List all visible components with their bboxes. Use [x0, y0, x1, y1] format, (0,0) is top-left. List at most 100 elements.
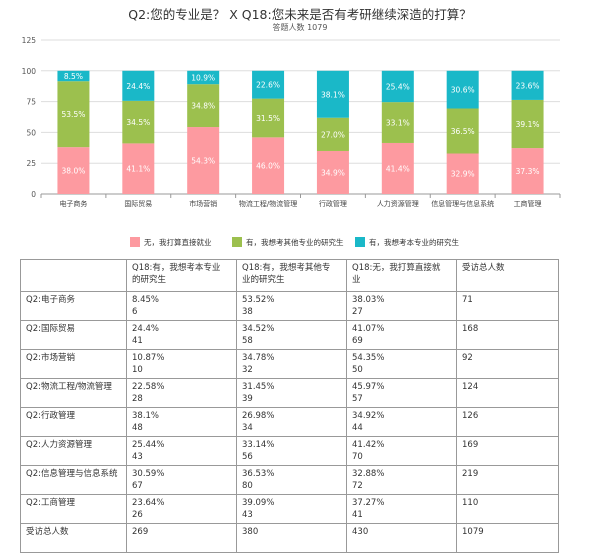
- row-label: Q2:物流工程/物流管理: [20, 378, 127, 408]
- row-label: Q2:电子商务: [20, 291, 127, 321]
- cell-own-major: 24.4% 41: [126, 320, 237, 350]
- y-tick-label: 75: [26, 98, 36, 107]
- bar-segment: [381, 102, 414, 143]
- cell-own-major: 269: [126, 523, 237, 553]
- cell-employment: 41.07% 69: [346, 320, 457, 350]
- legend-swatch: [355, 237, 365, 247]
- table-row: Q2:人力资源管理 25.44% 43 33.14% 56 41.42% 70 169: [20, 436, 559, 466]
- cell-other-major: 380: [236, 523, 347, 553]
- chart-title: Q2:您的专业是？ X Q18:您未来是否有考研继续深造的打算？: [128, 7, 472, 22]
- header-col-total: 受访总人数: [456, 259, 559, 292]
- bar-data-label: 31.5%: [256, 114, 280, 123]
- bar-data-label: 22.6%: [256, 81, 280, 90]
- bar-data-label: 8.5%: [64, 72, 83, 81]
- bar-data-label: 27.0%: [321, 130, 345, 139]
- table-row: Q2:信息管理与信息系统 30.59% 67 36.53% 80 32.88% 72 219: [20, 465, 559, 495]
- x-tick-label: 工商管理: [514, 199, 542, 208]
- bar-segment: [252, 137, 285, 194]
- legend-swatch: [232, 237, 242, 247]
- table-row: Q2:工商管理 23.64% 26 39.09% 43 37.27% 41 110: [20, 494, 559, 524]
- bar-data-label: 30.6%: [451, 86, 475, 95]
- bar-segment: [187, 70, 220, 85]
- cell-other-major: 33.14% 56: [236, 436, 347, 466]
- cell-other-major: 36.53% 80: [236, 465, 347, 495]
- table-row: Q2:行政管理 38.1% 48 26.98% 34 34.92% 44 126: [20, 407, 559, 437]
- y-tick-label: 25: [26, 159, 36, 168]
- cell-total: 124: [456, 378, 559, 408]
- cell-own-major: 8.45% 6: [126, 291, 237, 321]
- bar-data-label: 53.5%: [62, 110, 86, 119]
- cell-employment: 34.92% 44: [346, 407, 457, 437]
- y-tick-label: 50: [26, 128, 36, 137]
- cell-own-major: 10.87% 10: [126, 349, 237, 379]
- cell-employment: 37.27% 41: [346, 494, 457, 524]
- header-row-label: [20, 259, 127, 292]
- table-row: Q2:市场营销 10.87% 10 34.78% 32 54.35% 50 92: [20, 349, 559, 379]
- bar-segment: [187, 127, 220, 194]
- bar-data-label: 34.9%: [321, 168, 345, 177]
- table-row: Q2:电子商务 8.45% 6 53.52% 38 38.03% 27 71: [20, 291, 559, 321]
- bar-data-label: 34.5%: [126, 118, 150, 127]
- header-col-own-major: Q18:有，我想考本专业 的研究生: [126, 259, 237, 292]
- cell-other-major: 31.45% 39: [236, 378, 347, 408]
- table-header: Q18:有，我想考本专业 的研究生 Q18:有，我想考其他专 业的研究生 Q18:无…: [20, 259, 559, 292]
- y-tick-label: 0: [31, 190, 36, 199]
- row-label: Q2:信息管理与信息系统: [20, 465, 127, 495]
- cell-total: 169: [456, 436, 559, 466]
- bar-segment: [316, 117, 349, 151]
- bar-data-label: 10.9%: [191, 73, 215, 82]
- table-row: Q2:物流工程/物流管理 22.58% 28 31.45% 39 45.97% 57 124: [20, 378, 559, 408]
- cell-own-major: 23.64% 26: [126, 494, 237, 524]
- cell-employment: 430: [346, 523, 457, 553]
- cell-own-major: 38.1% 48: [126, 407, 237, 437]
- bar-segment: [446, 153, 479, 194]
- bar-segment: [122, 143, 155, 194]
- x-tick-label: 电子商务: [59, 199, 87, 208]
- legend-label: 无，我打算直接就业: [144, 237, 212, 247]
- row-label: Q2:行政管理: [20, 407, 127, 437]
- y-tick-label: 125: [22, 36, 37, 45]
- bar-segment: [57, 81, 90, 148]
- crosstab-table: Q18:有，我想考本专业 的研究生 Q18:有，我想考其他专 业的研究生 Q18:无…: [20, 259, 559, 553]
- bar-segment: [252, 70, 285, 99]
- cell-other-major: 39.09% 43: [236, 494, 347, 524]
- cell-employment: 32.88% 72: [346, 465, 457, 495]
- cell-own-major: 25.44% 43: [126, 436, 237, 466]
- x-tick-label: 物流工程/物流管理: [239, 199, 297, 208]
- cell-own-major: 22.58% 28: [126, 378, 237, 408]
- row-label: Q2:国际贸易: [20, 320, 127, 350]
- cell-employment: 54.35% 50: [346, 349, 457, 379]
- cell-other-major: 53.52% 38: [236, 291, 347, 321]
- x-tick-label: 人力资源管理: [377, 199, 419, 208]
- cell-own-major: 30.59% 67: [126, 465, 237, 495]
- legend-label: 有，我想考其他专业的研究生: [246, 237, 344, 247]
- row-label: Q2:人力资源管理: [20, 436, 127, 466]
- bar-segment: [187, 84, 220, 128]
- x-tick-label: 市场营销: [189, 199, 217, 208]
- bar-segment: [316, 70, 349, 118]
- bar-data-label: 34.8%: [191, 102, 215, 111]
- bar-segment: [511, 99, 544, 149]
- table-row: Q2:国际贸易 24.4% 41 34.52% 58 41.07% 69 168: [20, 320, 559, 350]
- bar-segment: [316, 150, 349, 194]
- y-tick-label: 100: [22, 67, 37, 76]
- bar-data-label: 38.0%: [62, 167, 86, 176]
- bar-segment: [122, 70, 155, 101]
- header-col-other-major: Q18:有，我想考其他专 业的研究生: [236, 259, 347, 292]
- bar-segment: [57, 70, 90, 82]
- bar-data-label: 37.3%: [516, 167, 540, 176]
- stacked-bar-chart: 0 25 50 75 100 125 38.0% 53.5% 8.5% 电子商务 41.1% 34.5…: [22, 36, 561, 247]
- cell-total: 126: [456, 407, 559, 437]
- cell-employment: 38.03% 27: [346, 291, 457, 321]
- bar-segment: [57, 147, 90, 194]
- chart-subtitle: 答题人数 1079: [272, 23, 328, 32]
- row-label: Q2:工商管理: [20, 494, 127, 524]
- cell-other-major: 26.98% 34: [236, 407, 347, 437]
- legend-label: 有，我想考本专业的研究生: [369, 237, 459, 247]
- bar-segment: [446, 108, 479, 154]
- cell-other-major: 34.52% 58: [236, 320, 347, 350]
- bar-segment: [381, 70, 414, 103]
- cell-employment: 45.97% 57: [346, 378, 457, 408]
- x-tick-label: 信息管理与信息系统: [431, 199, 494, 208]
- bar-segment: [252, 98, 285, 138]
